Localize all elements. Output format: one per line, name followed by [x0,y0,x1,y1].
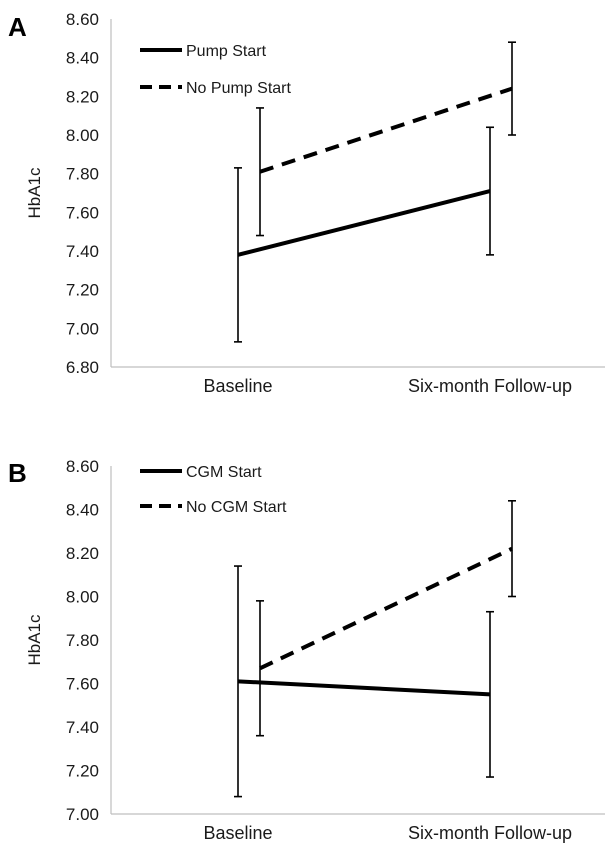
panel-label: A [8,12,27,42]
x-category-label: Six-month Follow-up [408,376,572,396]
y-tick-label: 7.00 [66,805,99,824]
legend-entry: CGM Start [186,464,262,481]
series-line-dashed [259,546,513,671]
y-tick-label: 8.60 [66,10,99,29]
y-tick-label: 7.20 [66,281,99,300]
y-tick-label: 8.20 [66,544,99,563]
y-tick-label: 8.20 [66,87,99,106]
legend-entry: No Pump Start [186,80,291,97]
y-tick-label: 7.40 [66,242,99,261]
y-tick-label: 8.00 [66,126,99,145]
x-category-label: Six-month Follow-up [408,823,572,843]
y-tick-label: 7.80 [66,631,99,650]
y-tick-label: 7.60 [66,203,99,222]
y-tick-label: 8.60 [66,457,99,476]
panel-label: B [8,458,27,488]
y-tick-label: 6.80 [66,358,99,377]
x-category-label: Baseline [203,823,272,843]
y-axis-label: HbA1c [25,614,44,666]
series-line-solid [237,679,491,697]
x-category-label: Baseline [203,376,272,396]
y-tick-label: 8.40 [66,49,99,68]
chart-panel-b [110,466,605,815]
series-line-solid [237,189,491,257]
y-tick-label: 8.40 [66,501,99,520]
series-line-dashed [259,86,513,174]
y-tick-label: 7.00 [66,319,99,338]
y-tick-label: 7.20 [66,762,99,781]
y-tick-label: 7.60 [66,675,99,694]
y-axis-label: HbA1c [25,167,44,219]
y-tick-label: 8.00 [66,588,99,607]
y-tick-label: 7.80 [66,165,99,184]
chart-panel-a [110,19,605,368]
y-tick-label: 7.40 [66,718,99,737]
legend-entry: No CGM Start [186,499,287,516]
legend-entry: Pump Start [186,43,267,60]
